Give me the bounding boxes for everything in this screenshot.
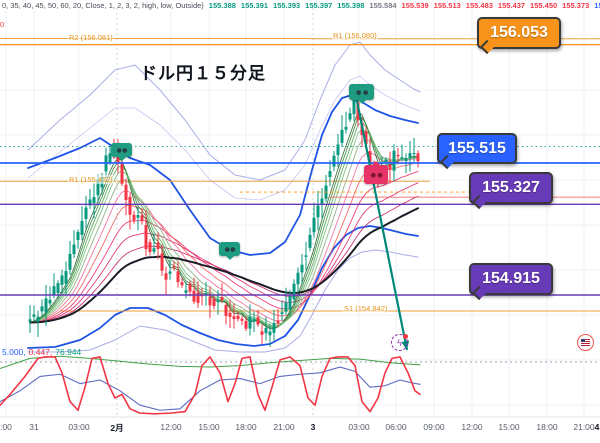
- time-axis-label: 4: [594, 422, 600, 432]
- indicator-value: 155.373: [562, 1, 590, 10]
- marker-pointer: [117, 157, 126, 161]
- time-axis-label: 2月: [110, 423, 124, 433]
- price-level-callout[interactable]: 154.915: [469, 263, 553, 301]
- time-axis-label: 09:00: [423, 422, 445, 432]
- time-axis-label: :00: [0, 422, 12, 432]
- time-axis-label: 31: [29, 422, 39, 432]
- price-level-callout[interactable]: 155.515: [437, 133, 517, 170]
- indicator-value: 155.393: [273, 1, 301, 10]
- indicator-value: 155.450: [530, 1, 558, 10]
- marker-pointer: [357, 100, 366, 104]
- signal-marker[interactable]: [111, 143, 132, 161]
- notification-dot: [403, 334, 408, 339]
- signal-marker[interactable]: [219, 242, 240, 260]
- signal-marker[interactable]: [349, 84, 374, 104]
- indicator-value: 155.483: [465, 1, 493, 10]
- indicator-value: 155.388: [208, 1, 236, 10]
- marker-pointer: [225, 256, 234, 260]
- indicator-params: 0, 35, 40, 45, 50, 60, 20, Close, 1, 2, …: [2, 1, 204, 10]
- time-axis-label: 21:00: [573, 422, 595, 432]
- clipped-left-label: 0: [0, 20, 5, 29]
- indicator-value: 155.437: [497, 1, 526, 10]
- pivot-label: R1 (155.432): [68, 175, 114, 184]
- flash-event-icon[interactable]: ϟ: [391, 334, 408, 351]
- indicator-value: 155.513: [433, 1, 461, 10]
- price-level-value: 155.327: [482, 179, 540, 196]
- time-axis-label: 18:00: [235, 422, 257, 432]
- indicator-status-line[interactable]: 0, 35, 40, 45, 50, 60, 20, Close, 1, 2, …: [2, 1, 600, 10]
- price-level-callout[interactable]: 155.327: [469, 172, 553, 210]
- time-axis-label: 15:00: [198, 422, 220, 432]
- oscillator-values: 5.000, 0.447, 76.944: [2, 347, 84, 357]
- marker-pointer: [372, 161, 380, 165]
- time-axis-label: 3: [310, 422, 316, 432]
- indicator-value: 155.398: [337, 1, 365, 10]
- time-axis-label: 12:00: [160, 422, 182, 432]
- price-level-value: 156.053: [490, 24, 548, 41]
- signal-marker[interactable]: [364, 161, 388, 184]
- indicator-value: 155.397: [305, 1, 333, 10]
- us-flag-event-icon[interactable]: [577, 334, 594, 351]
- time-axis-label: 21:00: [273, 422, 295, 432]
- oscillator-value: 0.447,: [28, 347, 53, 357]
- time-axis-label: 06:00: [385, 422, 407, 432]
- lightning-glyph: ϟ: [397, 337, 402, 348]
- oscillator-value: 5.000,: [2, 347, 26, 357]
- chart-title-note[interactable]: ドル円１５分足: [140, 64, 266, 83]
- price-level-callout[interactable]: 156.053: [477, 17, 561, 55]
- price-level-value: 154.915: [482, 270, 540, 287]
- indicator-value: 155.584: [369, 1, 397, 10]
- time-axis-label: 15:00: [498, 422, 520, 432]
- oscillator-value: 76.944: [55, 347, 82, 357]
- time-axis-label: 03:00: [348, 422, 370, 432]
- pivot-label: R1 (156.080): [332, 31, 378, 40]
- pivot-label: R2 (156.081): [68, 33, 114, 42]
- indicator-value: 155.780: [594, 1, 600, 10]
- time-axis[interactable]: :00 31 03:00 2月 12:00 15:00 18:00 21:00 3 03:00 06…: [0, 420, 600, 443]
- pivot-label: S1 (154.842): [343, 304, 389, 313]
- indicator-value: 155.539: [401, 1, 429, 10]
- indicator-values: 155.388 155.391 155.393 155.397 155.398 155.5…: [204, 1, 600, 10]
- time-axis-label: 03:00: [68, 422, 90, 432]
- price-level-value: 155.515: [448, 139, 506, 157]
- time-axis-label: 18:00: [536, 422, 558, 432]
- indicator-value: 155.391: [240, 1, 269, 10]
- time-axis-label: 12:00: [461, 422, 483, 432]
- us-flag-glyph: [581, 339, 590, 346]
